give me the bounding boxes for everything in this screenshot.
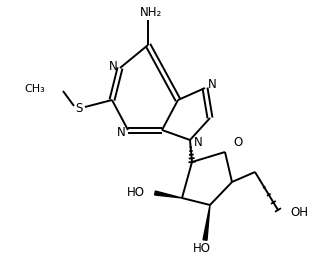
Text: HO: HO bbox=[193, 243, 211, 256]
Text: S: S bbox=[75, 102, 83, 115]
Text: CH₃: CH₃ bbox=[24, 84, 45, 94]
Polygon shape bbox=[155, 191, 182, 198]
Text: N: N bbox=[109, 60, 117, 73]
Text: N: N bbox=[194, 136, 202, 149]
Text: N: N bbox=[117, 127, 126, 140]
Text: NH₂: NH₂ bbox=[140, 7, 162, 20]
Polygon shape bbox=[203, 205, 210, 240]
Text: N: N bbox=[208, 79, 217, 92]
Text: HO: HO bbox=[127, 186, 145, 198]
Text: OH: OH bbox=[290, 205, 308, 218]
Text: O: O bbox=[233, 136, 243, 149]
